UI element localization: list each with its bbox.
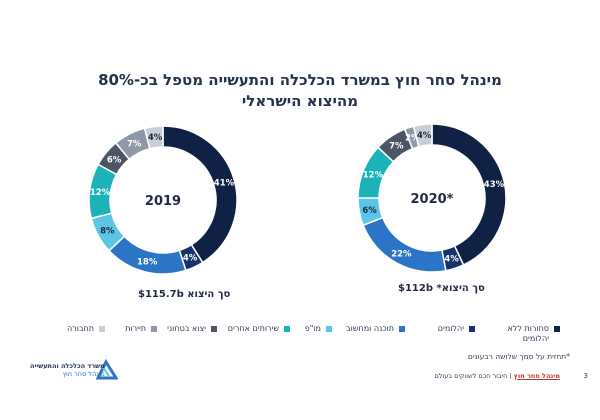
legend-swatch bbox=[99, 326, 105, 332]
slice-label: 18% bbox=[137, 258, 158, 268]
slice-label: 6% bbox=[362, 206, 377, 216]
logo-line-1: משרד הכלכלה והתעשייה bbox=[30, 362, 105, 370]
logo-line-2: מינהל סחר חוץ bbox=[62, 370, 105, 378]
slice-label: 43% bbox=[484, 180, 505, 190]
slice-label: 6% bbox=[107, 156, 122, 166]
slice-label: 2% bbox=[405, 134, 420, 144]
legend-item-tourism: תיירות bbox=[125, 324, 157, 334]
legend-item-other-services: שירותים אחרים bbox=[228, 324, 290, 334]
slice-label: 4% bbox=[148, 133, 163, 143]
legend-item-transport: תחבורה bbox=[67, 324, 105, 334]
legend-swatch bbox=[284, 326, 290, 332]
legend-label: שירותים אחרים bbox=[227, 324, 279, 333]
legend-label: מו"פ bbox=[304, 324, 321, 333]
slice-label: 22% bbox=[391, 250, 412, 260]
slice-label: 41% bbox=[214, 178, 235, 188]
logo-text: משרד הכלכלה והתעשייה מינהל סחר חוץ bbox=[30, 362, 105, 378]
footnote: *תחזית על סמך שלושה רבעונים bbox=[467, 352, 570, 361]
donut-slice bbox=[107, 235, 187, 275]
footer: מינהל סחר חוץ | חיבור חכם לשווקים בעולם bbox=[434, 372, 560, 380]
legend-item-rnd: מו"פ bbox=[305, 324, 332, 334]
legend-swatch bbox=[469, 326, 475, 332]
legend-label: יצוא בטחוני bbox=[167, 324, 206, 333]
donut-center-label: 2020* bbox=[411, 192, 454, 207]
slice-label: 4% bbox=[183, 253, 198, 263]
legend-label: סחורות ללא יהלומים bbox=[507, 324, 549, 343]
legend-item-goods: סחורות ללא יהלומים bbox=[470, 324, 560, 344]
page-title: מינהל סחר חוץ במשרד הכלכלה והתעשייה מטפל… bbox=[0, 70, 600, 112]
donut-center-label: 2019 bbox=[145, 194, 181, 209]
logo-mark-icon bbox=[95, 358, 118, 380]
legend-label: תחבורה bbox=[66, 324, 94, 333]
page-number: 3 bbox=[583, 372, 588, 380]
legend-swatch bbox=[554, 326, 560, 332]
legend-label: יהלומים bbox=[437, 324, 464, 333]
total-2019: סך היצוא $115.7b bbox=[138, 289, 231, 300]
total-2020: סך היצוא* $112b bbox=[398, 283, 485, 294]
legend-label: תוכנה ומחשוב bbox=[346, 324, 394, 333]
legend-item-diamonds: יהלומים bbox=[438, 324, 475, 334]
donut-slice bbox=[362, 216, 447, 273]
slice-label: 12% bbox=[90, 188, 111, 198]
legend-swatch bbox=[211, 326, 217, 332]
legend-label: תיירות bbox=[125, 324, 146, 333]
legend: סחורות ללא יהלומים יהלומים תוכנה ומחשוב … bbox=[50, 324, 570, 360]
slice-label: 7% bbox=[389, 141, 404, 151]
legend-item-software: תוכנה ומחשוב bbox=[346, 324, 405, 334]
title-line-1: מינהל סחר חוץ במשרד הכלכלה והתעשייה מטפל… bbox=[98, 71, 502, 89]
ministry-logo bbox=[95, 358, 118, 380]
slice-label: 8% bbox=[100, 227, 115, 237]
donut-slice bbox=[143, 125, 164, 150]
footer-text: | חיבור חכם לשווקים בעולם bbox=[434, 372, 514, 380]
legend-swatch bbox=[326, 326, 332, 332]
legend-item-defense: יצוא בטחוני bbox=[167, 324, 217, 334]
legend-swatch bbox=[151, 326, 157, 332]
slice-label: 4% bbox=[417, 131, 432, 141]
slice-label: 7% bbox=[127, 139, 142, 149]
footer-brand[interactable]: מינהל סחר חוץ bbox=[513, 372, 560, 380]
title-line-2: מהיצוא הישראלי bbox=[241, 92, 359, 110]
legend-swatch bbox=[399, 326, 405, 332]
donut-slice bbox=[412, 123, 433, 148]
slice-label: 12% bbox=[363, 171, 384, 181]
slice-label: 4% bbox=[444, 254, 459, 264]
